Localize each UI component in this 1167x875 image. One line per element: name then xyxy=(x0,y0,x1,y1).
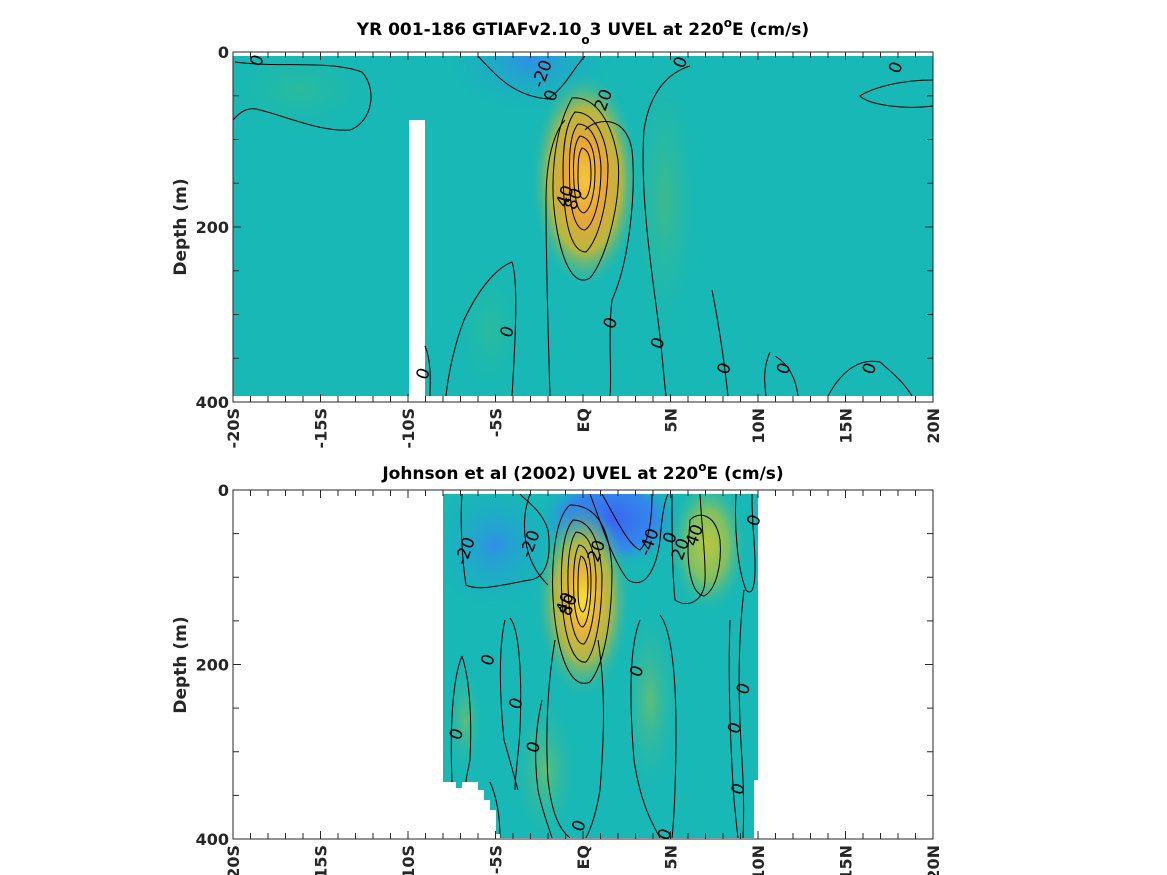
y-tick-label: 400 xyxy=(196,830,229,849)
x-tick-label: -15S xyxy=(312,845,331,875)
x-tick-label: -10S xyxy=(399,845,418,875)
panel-2-south-deep-band xyxy=(445,660,485,780)
panel-2-contour-line xyxy=(509,617,522,791)
panel-2-x-tick-labels: -20S -15S -10S -5S EQ 5N 10N 15N 20N xyxy=(224,845,943,875)
panel-2: Johnson et al (2002) UVEL at 220oE (cm/s… xyxy=(171,460,943,875)
panel-1-contour-line xyxy=(859,79,933,108)
x-tick-label: -15S xyxy=(312,408,331,448)
y-tick-label: 200 xyxy=(196,656,229,675)
panel-2-y-tick-labels: 0 200 400 xyxy=(196,481,229,849)
panel-1-y-axis-label: Depth (m) xyxy=(171,178,191,275)
panel-1-field xyxy=(233,56,933,396)
panel-2-contour-line xyxy=(687,514,721,597)
panel-2-contours xyxy=(450,494,756,838)
panel-2-contour-line xyxy=(589,494,669,583)
y-tick-label: 400 xyxy=(196,393,229,412)
panel-1-contour-line xyxy=(764,351,771,396)
panel-2-contour-line xyxy=(738,589,745,838)
panel-2-north-eastward-core xyxy=(668,494,748,615)
panel-2-contour-line xyxy=(567,531,597,645)
panel-2-contour-line xyxy=(573,544,592,628)
panel-2-ticks xyxy=(232,489,934,840)
panel-1-contour-line xyxy=(445,261,513,396)
panel-1-contour-line xyxy=(827,360,913,396)
panel-1-north-band xyxy=(625,56,705,360)
x-tick-label: -5S xyxy=(487,408,506,437)
y-tick-label: 0 xyxy=(218,43,229,62)
panel-2-contour-line xyxy=(461,655,472,783)
panel-2-contour-line xyxy=(659,614,677,838)
x-tick-label: 15N xyxy=(837,845,856,875)
panel-1-contour-line xyxy=(642,65,691,396)
panel-2-contour-line xyxy=(450,655,463,783)
panel-2-contour-line xyxy=(523,494,549,586)
x-tick-label: 5N xyxy=(662,845,681,870)
panel-2-y-axis-label: Depth (m) xyxy=(171,616,191,713)
x-tick-label: EQ xyxy=(574,845,593,870)
panel-2-undercurrent-core xyxy=(535,500,631,700)
panel-1-contour-line xyxy=(577,147,592,200)
panel-1-contours xyxy=(233,56,933,396)
panel-2-contour-line xyxy=(728,619,739,838)
x-tick-label: 15N xyxy=(837,408,856,444)
panel-1-data-gap xyxy=(409,120,425,396)
panel-1-contour-line xyxy=(511,261,517,396)
panel-2-contour-line xyxy=(499,619,519,791)
panel-1-ticks xyxy=(232,51,934,403)
panel-1-contour-line xyxy=(573,135,596,214)
panel-2-contour-line xyxy=(671,494,706,605)
panel-1-contour-line xyxy=(424,345,431,396)
panel-1-contour-line xyxy=(545,119,566,396)
panel-1-contour-line xyxy=(477,56,586,100)
panel-2-contour-line xyxy=(577,555,589,613)
panel-1-contour-line xyxy=(774,355,799,396)
x-tick-label: 20N xyxy=(924,845,943,875)
panel-1-south-shallow-band xyxy=(233,56,390,140)
panel-2-contour-line xyxy=(489,781,501,838)
x-tick-label: -20S xyxy=(224,845,243,875)
x-tick-label: EQ xyxy=(574,408,593,433)
panel-2-contour-line xyxy=(546,639,571,838)
panel-1-contour-line xyxy=(711,289,729,396)
panel-2-contour-line xyxy=(630,619,661,838)
x-tick-label: -20S xyxy=(224,408,243,448)
panel-2-contour-line xyxy=(735,494,756,593)
panel-1-contour-line xyxy=(233,61,372,131)
panel-1: YR 001-186 GTIAFv2.10o3 UVEL at 220oE (c… xyxy=(171,16,943,448)
x-tick-label: -5S xyxy=(487,845,506,874)
panel-1-deep-band xyxy=(450,250,530,396)
panel-1-contour-line xyxy=(552,97,620,281)
panel-1-x-tick-labels: -20S -15S -10S -5S EQ 5N 10N 15N 20N xyxy=(224,408,943,448)
panel-2-contour-line xyxy=(585,639,604,838)
panel-1-contour-line xyxy=(562,111,609,253)
panel-2-field xyxy=(443,494,758,838)
x-tick-label: -10S xyxy=(399,408,418,448)
x-tick-label: 10N xyxy=(749,845,768,875)
y-tick-label: 0 xyxy=(218,481,229,500)
panel-2-central-band xyxy=(620,600,680,800)
panel-1-title: YR 001-186 GTIAFv2.10o3 UVEL at 220oE (c… xyxy=(356,16,809,47)
panel-2-title: Johnson et al (2002) UVEL at 220oE (cm/s… xyxy=(381,460,783,484)
panel-2-contour-line xyxy=(460,494,550,589)
y-tick-label: 200 xyxy=(196,218,229,237)
panel-1-contour-line xyxy=(584,120,634,396)
panel-2-contour-line xyxy=(560,519,603,663)
panel-1-y-tick-labels: 0 200 400 xyxy=(196,43,229,412)
panel-2-contour-line xyxy=(601,494,653,551)
panel-2-contour-line xyxy=(535,699,553,838)
x-tick-label: 5N xyxy=(662,408,681,433)
panel-1-contour-line xyxy=(568,123,602,231)
panel-2-deep-band xyxy=(510,690,580,838)
x-tick-label: 20N xyxy=(924,408,943,444)
x-tick-label: 10N xyxy=(749,408,768,444)
